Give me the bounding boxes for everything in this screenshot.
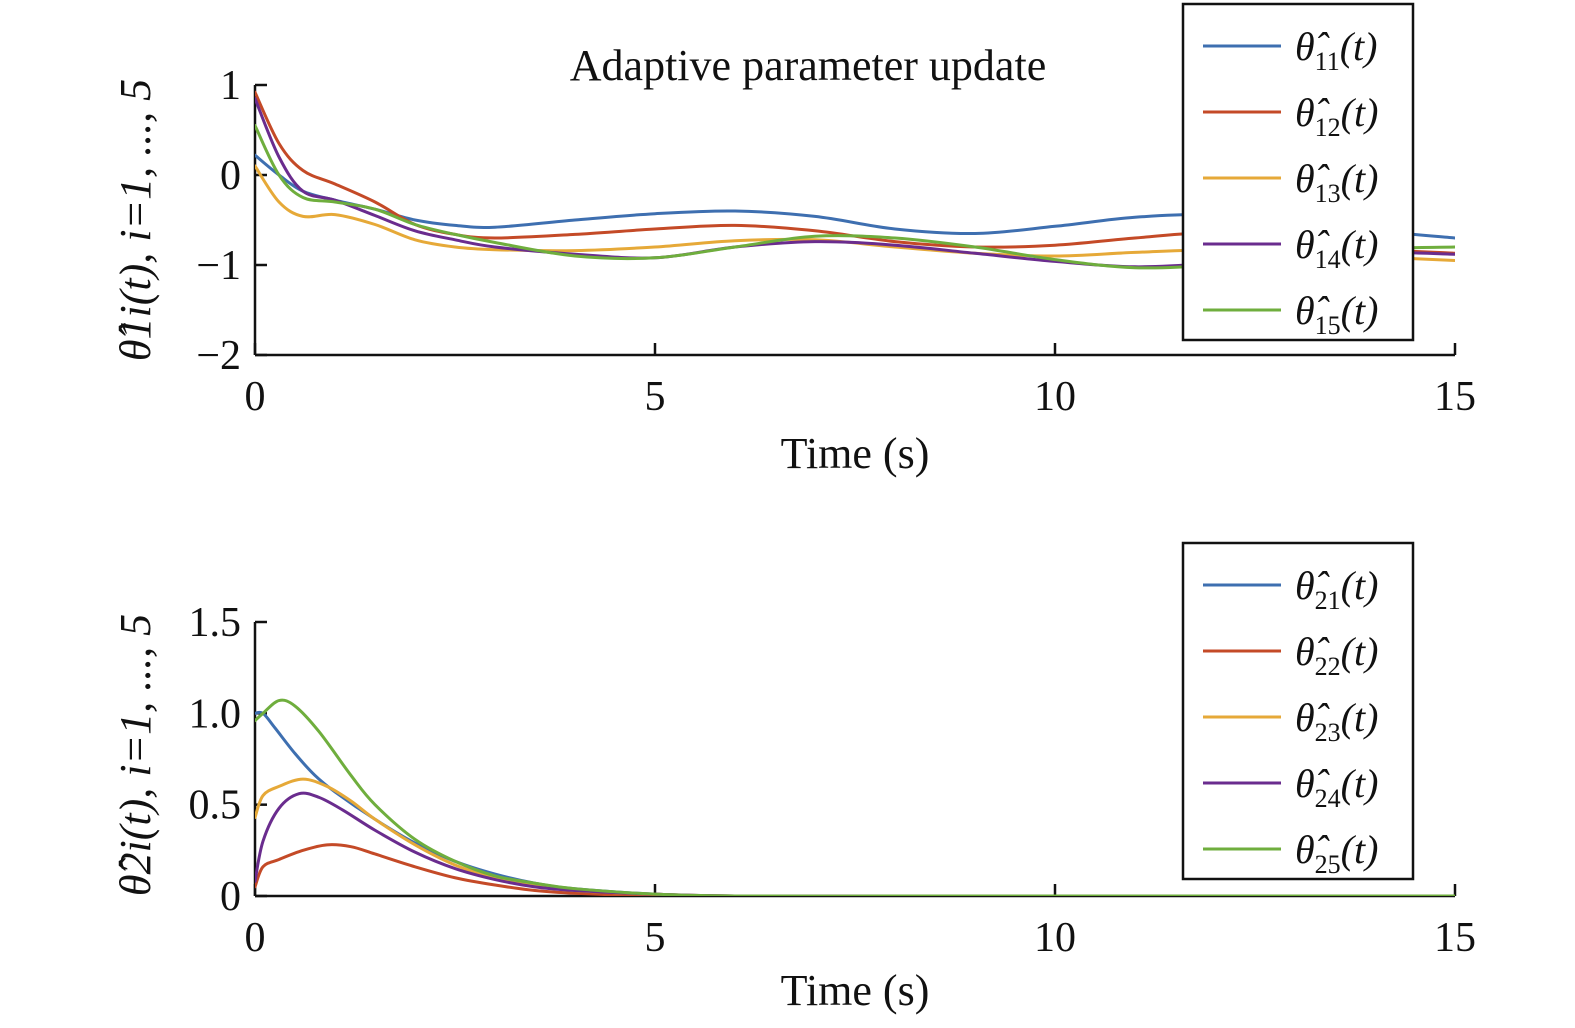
y-tick-label: 0 <box>220 874 241 920</box>
x-tick-label: 10 <box>1034 915 1076 961</box>
x-axis-label: Time (s) <box>781 966 930 1015</box>
series-line-1 <box>255 710 1455 896</box>
x-tick-label: 5 <box>645 915 666 961</box>
y-axis-label: θ̂2i(t), i=1, ..., 5 <box>111 614 160 896</box>
y-tick-label: 1.5 <box>189 600 242 646</box>
y-tick-label: 0 <box>220 153 241 199</box>
y-tick-label: 1.0 <box>189 691 242 737</box>
y-axis-label: θ̂1i(t), i=1, ..., 5 <box>111 79 160 361</box>
chart-bottom: 0 5 10 15 1.5 1.0 0.5 0 Time (s) θ̂2i(t), i=1, ..… <box>111 541 1476 1015</box>
series-line-4 <box>255 791 1455 896</box>
y-tick-label: −1 <box>196 243 241 289</box>
legend-label: θ̂11(t) <box>1295 24 1377 76</box>
x-tick-label: 5 <box>645 374 666 420</box>
legend-box <box>1181 541 1415 881</box>
series-line-3 <box>255 777 1455 896</box>
y-tick-label: 1 <box>220 63 241 109</box>
x-tick-label: 10 <box>1034 374 1076 420</box>
x-tick-label: 15 <box>1434 374 1476 420</box>
legend-label: θ̂22(t) <box>1295 629 1378 681</box>
x-tick-label: 0 <box>245 374 266 420</box>
x-tick-label: 15 <box>1434 915 1476 961</box>
series-group <box>255 698 1455 896</box>
series-line-5 <box>255 698 1455 896</box>
legend-label: θ̂21(t) <box>1295 563 1378 615</box>
x-tick-label: 0 <box>245 915 266 961</box>
legend-label: θ̂15(t) <box>1295 288 1378 340</box>
legend-box <box>1181 2 1415 342</box>
chart-title: Adaptive parameter update <box>570 41 1046 90</box>
legend-label: θ̂25(t) <box>1295 827 1378 879</box>
legend-label: θ̂23(t) <box>1295 695 1378 747</box>
legend: θ̂21(t) θ̂22(t) θ̂23(t) θ̂24(t) θ̂25(t) <box>1181 541 1415 881</box>
y-tick-label: 0.5 <box>189 783 242 829</box>
legend-label: θ̂24(t) <box>1295 761 1378 813</box>
x-axis-label: Time (s) <box>781 429 930 478</box>
series-line-2 <box>255 843 1455 896</box>
y-tick-label: −2 <box>196 333 241 379</box>
legend: θ̂11(t)θ̂12(t)θ̂13(t)θ̂14(t)θ̂15(t) <box>1181 2 1415 342</box>
